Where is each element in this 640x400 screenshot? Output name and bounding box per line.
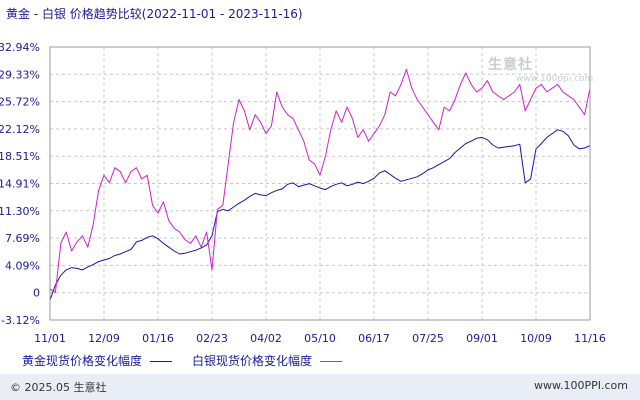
y-tick-label: 22.12% [0, 123, 40, 136]
y-tick-label: 18.51% [0, 150, 40, 163]
y-tick-label: 32.94% [0, 41, 40, 54]
series-lines [49, 68, 591, 301]
y-tick-label: 29.33% [0, 68, 40, 81]
y-tick-label: 7.69% [5, 232, 40, 245]
line-chart: -3.12% 0 4.09% 7.69% 11.30% 14.91% 18.51% 22.12… [0, 41, 606, 345]
site-link[interactable]: www.100PPI.com [534, 379, 628, 392]
legend-swatch-gold [150, 361, 173, 362]
x-tick-label: 12/09 [88, 332, 120, 345]
footer: © 2025.05 生意社 www.100PPI.com [0, 374, 640, 400]
series-line-silver [49, 68, 591, 294]
x-tick-label: 11/01 [34, 332, 66, 345]
grid [49, 46, 591, 321]
y-tick-label: 4.09% [5, 259, 40, 272]
watermark-url: www.100ppi.com [516, 74, 594, 84]
series-line-gold [49, 129, 591, 301]
y-tick-label: 25.72% [0, 96, 40, 109]
y-tick-label: 11.30% [0, 205, 40, 218]
legend: 黄金现货价格变化幅度 白银现货价格变化幅度 [22, 352, 362, 369]
copyright-text: © 2025.05 生意社 [10, 381, 107, 394]
x-tick-label: 10/09 [520, 332, 552, 345]
y-tick-label: 0 [33, 287, 40, 300]
watermark-logo: 生意社 [488, 57, 533, 73]
legend-label-silver: 白银现货价格变化幅度 [192, 354, 313, 368]
x-tick-label: 05/10 [304, 332, 336, 345]
x-axis-ticks: 11/01 12/09 01/16 02/23 04/02 05/10 06/17 07/25… [34, 332, 606, 345]
x-tick-label: 07/25 [412, 332, 444, 345]
y-axis-ticks: -3.12% 0 4.09% 7.69% 11.30% 14.91% 18.51% 22.12… [0, 41, 40, 327]
legend-label-gold: 黄金现货价格变化幅度 [22, 354, 143, 368]
legend-swatch-silver [320, 361, 343, 362]
x-tick-label: 04/02 [250, 332, 282, 345]
x-tick-label: 01/16 [142, 332, 174, 345]
plot-frame [49, 46, 591, 321]
x-tick-label: 09/01 [466, 332, 498, 345]
x-tick-label: 02/23 [196, 332, 228, 345]
y-tick-label: 14.91% [0, 178, 40, 191]
chart-title: 黄金 - 白银 价格趋势比较(2022-11-01 - 2023-11-16) [6, 7, 303, 21]
x-tick-label: 11/16 [574, 332, 606, 345]
y-tick-label: -3.12% [1, 314, 40, 327]
x-tick-label: 06/17 [358, 332, 390, 345]
